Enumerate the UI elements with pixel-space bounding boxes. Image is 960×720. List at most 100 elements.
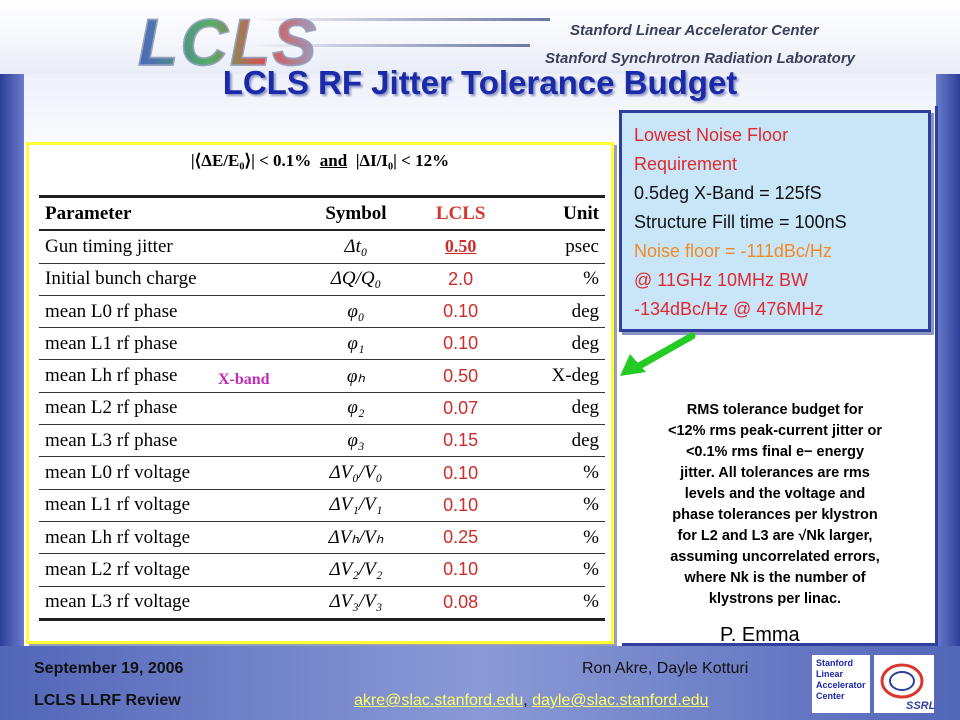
symbol-cell: Δt₀	[299, 230, 413, 264]
table-row: mean Lh rf phase φₕ 0.50 X-deg	[39, 359, 605, 393]
tolerance-condition: |⟨ΔE/E₀⟩| < 0.1% and |ΔI/I₀| < 12%	[29, 151, 611, 171]
noise-line: 0.5deg X-Band = 125fS	[634, 183, 822, 203]
param-cell: mean Lh rf voltage	[39, 521, 300, 555]
param-cell: mean L0 rf phase	[39, 295, 300, 329]
table-row: mean Lh rf voltage ΔVₕ/Vₕ 0.25 %	[39, 521, 605, 555]
symbol-cell: φ₁	[299, 327, 413, 361]
symbol-cell: ΔV₁/V₁	[299, 489, 413, 522]
unit-cell: deg	[508, 295, 605, 329]
value-cell: 0.25	[412, 521, 509, 555]
slac-logo-line: Stanford	[816, 658, 853, 668]
table-row: mean L1 rf voltage ΔV₁/V₁ 0.10 %	[39, 489, 605, 522]
unit-cell: %	[508, 489, 605, 522]
email-link-kotturi[interactable]: dayle@slac.stanford.edu	[532, 692, 709, 709]
pointer-arrow-icon	[620, 332, 696, 376]
table-row: mean L1 rf phase φ₁ 0.10 deg	[39, 327, 605, 361]
value-cell: 0.50	[412, 230, 509, 264]
lcls-logo: LCLS	[137, 4, 319, 80]
xband-label: X-band	[218, 371, 270, 389]
footer-emails: akre@slac.stanford.edu, dayle@slac.stanf…	[354, 692, 708, 710]
unit-cell: %	[508, 456, 605, 490]
note-line: where Nk is the number of	[684, 570, 866, 586]
table-header-row: Parameter Symbol LCLS Unit	[39, 195, 605, 232]
noise-line: Requirement	[634, 154, 738, 174]
noise-line: -134dBc/Hz @ 476MHz	[634, 299, 824, 319]
symbol-cell: ΔV₀/V₀	[299, 456, 413, 490]
right-side-bar	[936, 74, 960, 646]
author-credit: P. Emma	[720, 624, 800, 646]
note-line: levels and the voltage and	[684, 486, 866, 502]
noise-line: Lowest Noise Floor	[634, 125, 789, 145]
unit-cell: %	[508, 521, 605, 555]
unit-cell: deg	[508, 327, 605, 361]
param-cell: Gun timing jitter	[39, 230, 300, 264]
param-cell: mean L1 rf voltage	[39, 489, 300, 522]
table-row: mean L3 rf phase φ₃ 0.15 deg	[39, 424, 605, 458]
value-cell: 0.10	[412, 295, 509, 329]
noise-line: Noise floor = -111dBc/Hz	[634, 241, 832, 261]
noise-line: Structure Fill time = 100nS	[634, 212, 847, 232]
column-header-unit: Unit	[508, 195, 605, 232]
symbol-cell: ΔQ/Q₀	[299, 263, 413, 296]
note-line: klystrons per linac.	[708, 591, 842, 607]
tolerance-table-box: |⟨ΔE/E₀⟩| < 0.1% and |ΔI/I₀| < 12% Param…	[26, 142, 614, 644]
header-stripe	[250, 18, 550, 21]
param-cell: mean L3 rf phase	[39, 424, 300, 458]
value-cell: 0.07	[412, 392, 509, 426]
table-row: mean L0 rf voltage ΔV₀/V₀ 0.10 %	[39, 456, 605, 490]
unit-cell: deg	[508, 392, 605, 426]
header-stripe	[250, 44, 530, 47]
footer-date: September 19, 2006	[34, 660, 184, 677]
note-line: RMS tolerance budget for	[686, 402, 864, 418]
note-line: jitter. All tolerances are rms	[680, 465, 870, 481]
slide-title: LCLS RF Jitter Tolerance Budget	[222, 64, 738, 101]
slac-logo-line: Accelerator	[816, 680, 866, 690]
table-row: Gun timing jitter Δt₀ 0.50 psec	[39, 230, 605, 264]
table-row: mean L2 rf voltage ΔV₂/V₂ 0.10 %	[39, 553, 605, 587]
value-cell: 0.15	[412, 424, 509, 458]
slac-logo-line: Center	[816, 691, 845, 701]
param-cell: Initial bunch charge	[39, 263, 300, 296]
note-line: for L2 and L3 are √Nk larger,	[677, 528, 873, 544]
noise-floor-box: Lowest Noise Floor Requirement 0.5deg X-…	[619, 110, 931, 332]
unit-cell: psec	[508, 230, 605, 264]
value-cell: 0.50	[412, 359, 509, 393]
table-row: Initial bunch charge ΔQ/Q₀ 2.0 %	[39, 263, 605, 296]
footer-event: LCLS LLRF Review	[34, 692, 181, 709]
unit-cell: X-deg	[508, 359, 605, 393]
column-header-parameter: Parameter	[39, 195, 300, 232]
symbol-cell: ΔV₂/V₂	[299, 553, 413, 587]
email-link-akre[interactable]: akre@slac.stanford.edu	[354, 692, 524, 709]
condition-energy: |⟨ΔE/E₀⟩| < 0.1%	[190, 151, 312, 170]
symbol-cell: φ₃	[299, 424, 413, 458]
column-header-lcls: LCLS	[412, 195, 509, 232]
unit-cell: deg	[508, 424, 605, 458]
note-line: phase tolerances per klystron	[672, 507, 878, 523]
value-cell: 0.10	[412, 489, 509, 522]
slac-logo-line: Linear	[816, 669, 844, 679]
unit-cell: %	[508, 586, 605, 621]
org-name-ssrl: Stanford Synchrotron Radiation Laborator…	[545, 50, 856, 67]
param-cell: mean L0 rf voltage	[39, 456, 300, 490]
slide-footer	[0, 646, 960, 720]
unit-cell: %	[508, 263, 605, 296]
symbol-cell: φ₀	[299, 295, 413, 329]
symbol-cell: φₕ	[299, 359, 413, 393]
tolerance-table: Parameter Symbol LCLS Unit Gun timing ji…	[39, 195, 605, 621]
param-cell: mean L2 rf phase	[39, 392, 300, 426]
ssrl-logo-text: SSRL	[906, 700, 934, 712]
symbol-cell: φ₂	[299, 392, 413, 426]
table-row: mean L2 rf phase φ₂ 0.07 deg	[39, 392, 605, 426]
table-row: mean L3 rf voltage ΔV₃/V₃ 0.08 %	[39, 586, 605, 621]
value-cell: 0.08	[412, 586, 509, 621]
footer-authors: Ron Akre, Dayle Kotturi	[582, 660, 749, 677]
table-row: mean L0 rf phase φ₀ 0.10 deg	[39, 295, 605, 329]
symbol-cell: ΔVₕ/Vₕ	[299, 521, 413, 555]
value-cell: 0.10	[412, 553, 509, 587]
condition-and: and	[319, 151, 348, 170]
note-line: assuming uncorrelated errors,	[670, 549, 880, 565]
slac-logo: Stanford Linear Accelerator Center	[812, 655, 870, 713]
value-cell: 0.10	[412, 327, 509, 361]
param-cell: mean L3 rf voltage	[39, 586, 300, 621]
param-cell: mean L1 rf phase	[39, 327, 300, 361]
